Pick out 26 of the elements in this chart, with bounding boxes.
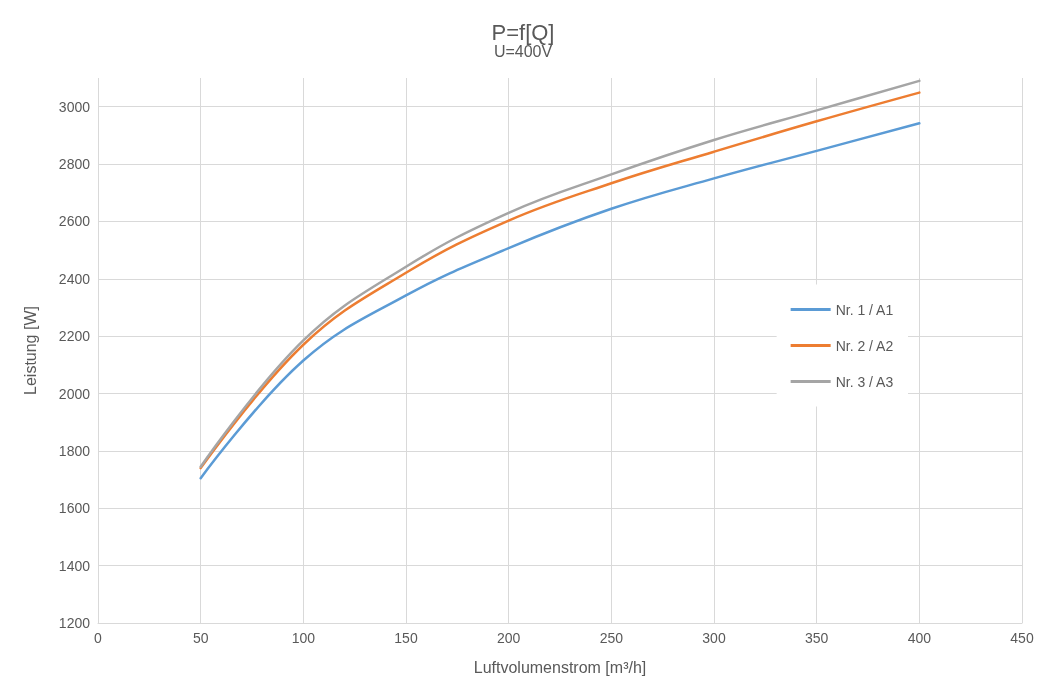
x-tick-label: 150 <box>394 630 418 646</box>
y-tick-label: 3000 <box>58 98 91 115</box>
x-tick-label: 250 <box>599 630 624 646</box>
x-tick-label: 400 <box>907 630 932 646</box>
x-tick-label: 350 <box>804 630 829 646</box>
legend-label: Nr. 1 / A1 <box>835 301 894 318</box>
x-tick-label: 450 <box>1010 630 1034 646</box>
chart-title: P=f[Q] <box>491 19 555 45</box>
legend-label: Nr. 2 / A2 <box>835 337 894 354</box>
y-tick-label: 2400 <box>58 270 91 287</box>
y-tick-label: 2200 <box>58 328 91 345</box>
y-tick-label: 1600 <box>58 500 91 517</box>
x-tick-label: 50 <box>192 630 209 646</box>
x-tick-label: 0 <box>94 630 103 646</box>
y-tick-label: 1400 <box>58 557 91 574</box>
x-tick-label: 200 <box>496 630 521 646</box>
x-tick-label: 100 <box>291 630 316 646</box>
y-tick-label: 1200 <box>58 615 91 631</box>
x-axis-title: Luftvolumenstrom [m³/h] <box>473 658 647 676</box>
y-tick-label: 2000 <box>58 385 91 402</box>
legend-label: Nr. 3 / A3 <box>835 373 894 390</box>
y-tick-label: 2800 <box>58 156 91 173</box>
x-tick-label: 300 <box>702 630 726 646</box>
y-tick-label: 1800 <box>58 442 91 459</box>
y-axis-title: Leistung [W] <box>21 306 39 395</box>
y-tick-label: 2600 <box>58 213 91 230</box>
